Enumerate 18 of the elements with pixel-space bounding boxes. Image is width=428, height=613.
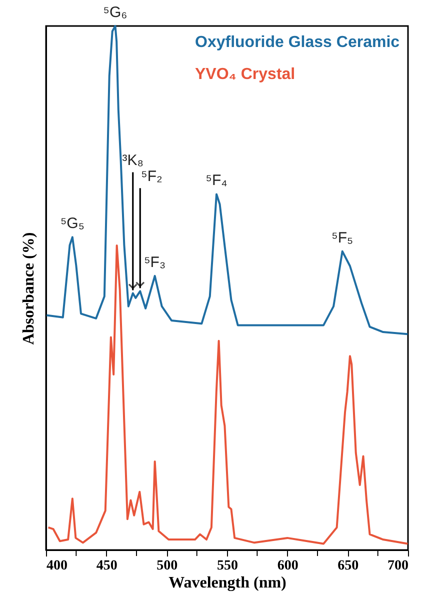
x-tick-label: 450 bbox=[96, 558, 118, 574]
annotation: ³K₈ bbox=[122, 152, 144, 170]
annotation: ⁵G₆ bbox=[103, 4, 128, 21]
annotation: ⁵F₃ bbox=[144, 254, 166, 271]
text: Oxyfluoride Glass Ceramic bbox=[195, 34, 400, 51]
annotation: ⁵F₄ bbox=[206, 172, 228, 190]
x-tick-label: 400 bbox=[46, 558, 68, 574]
y-axis-title: Absorbance (%) bbox=[20, 232, 38, 345]
x-axis-title: Wavelength (nm) bbox=[168, 574, 286, 592]
annotation: ⁵F₂ bbox=[141, 168, 162, 186]
x-tick-label: 700 bbox=[388, 558, 408, 574]
annotation: ⁵F₅ bbox=[332, 229, 354, 246]
x-tick-label: 500 bbox=[156, 558, 178, 574]
x-tick-label: 650 bbox=[338, 558, 359, 574]
x-tick-label: 550 bbox=[217, 558, 238, 574]
x-tick-label: 600 bbox=[277, 558, 298, 574]
text: YVO₄ Crystal bbox=[195, 66, 296, 83]
annotation: ⁵G₅ bbox=[60, 215, 84, 232]
